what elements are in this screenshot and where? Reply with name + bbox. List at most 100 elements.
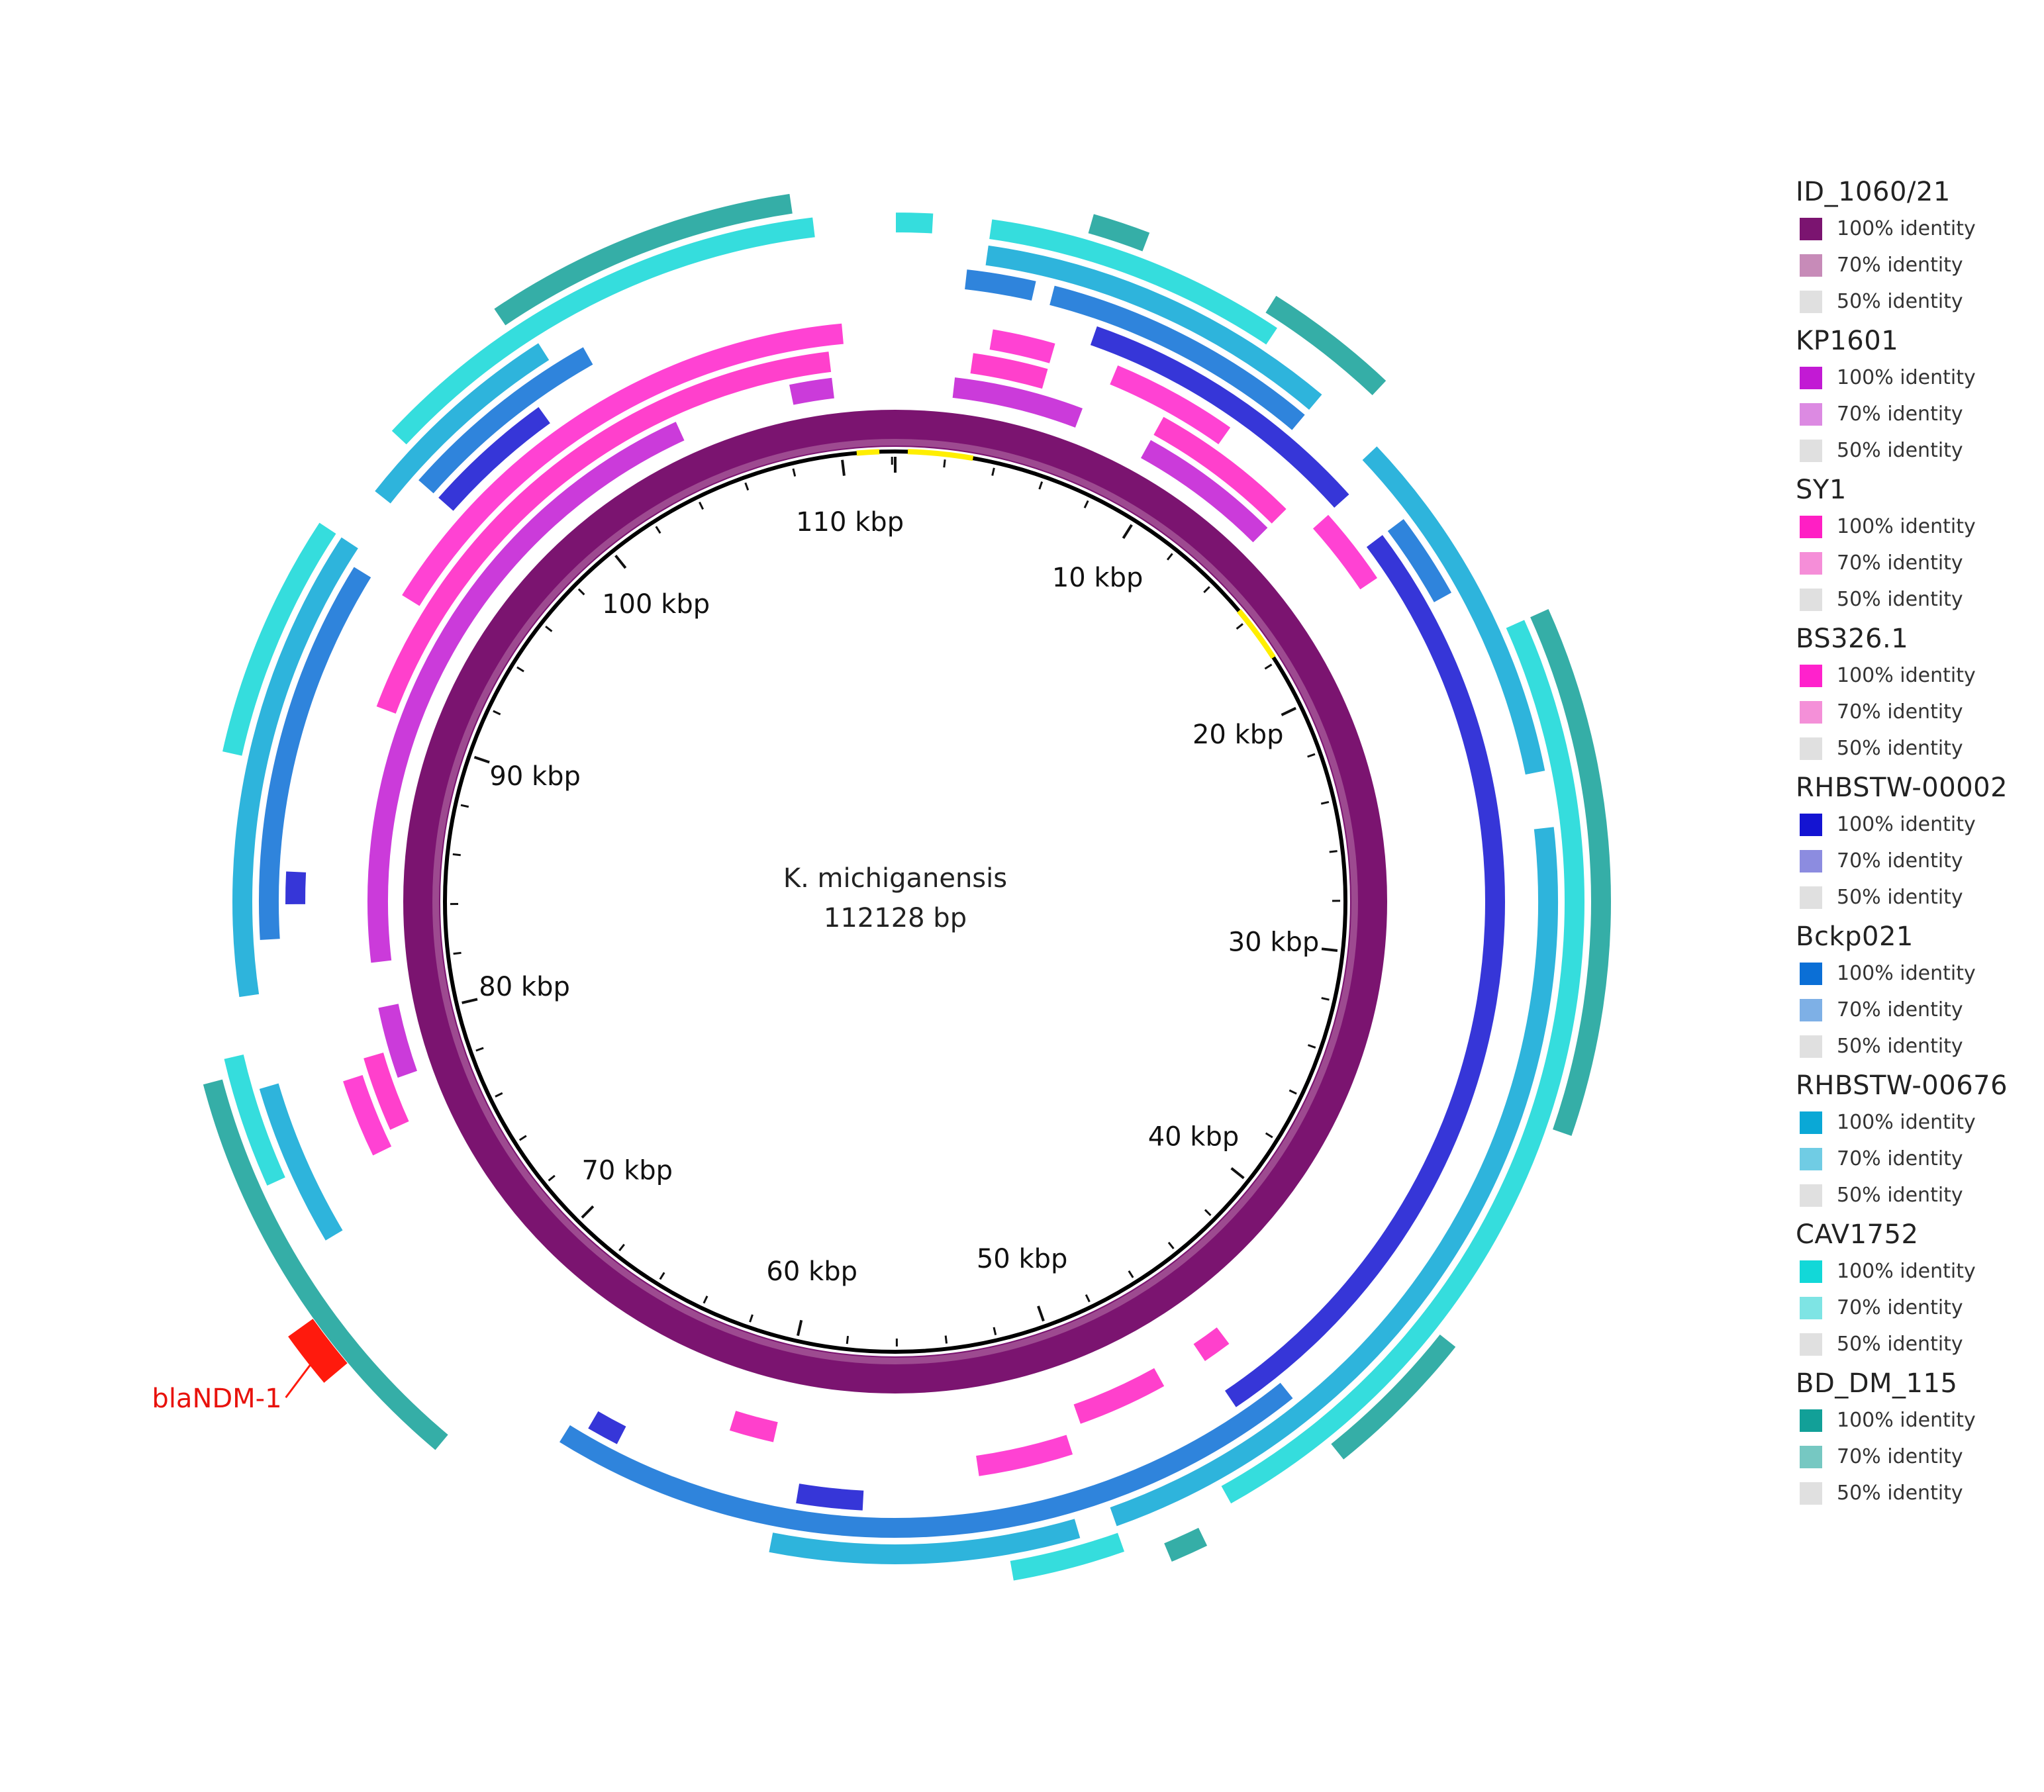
tick-mark bbox=[1204, 1209, 1212, 1216]
legend-label: 50% identity bbox=[1837, 439, 1963, 462]
legend-title: CAV1752 bbox=[1796, 1219, 1919, 1250]
ring-Bckp021 bbox=[258, 267, 1453, 1539]
legend-row: 50% identity bbox=[1796, 879, 2041, 916]
legend-label: 100% identity bbox=[1837, 1409, 1976, 1432]
legend-row: 50% identity bbox=[1796, 1028, 2041, 1064]
tick-mark bbox=[744, 482, 750, 491]
legend-label: 70% identity bbox=[1837, 402, 1963, 426]
ring-segment bbox=[400, 322, 846, 608]
tick-mark bbox=[1083, 500, 1089, 508]
ring-segment bbox=[895, 211, 935, 235]
ring-segment bbox=[492, 192, 795, 328]
ring-segment bbox=[222, 1053, 287, 1188]
tick-mark bbox=[1321, 997, 1330, 1001]
tick-mark bbox=[493, 710, 501, 716]
ring-segment bbox=[284, 870, 308, 906]
legend-label: 100% identity bbox=[1837, 962, 1976, 985]
legend-row: 50% identity bbox=[1796, 432, 2041, 469]
tick-mark bbox=[1321, 947, 1338, 952]
tick-mark bbox=[797, 1319, 803, 1337]
ring-segment bbox=[1311, 512, 1379, 592]
legend-label: 100% identity bbox=[1837, 366, 1976, 389]
tick-label: 80 kbp bbox=[479, 972, 570, 1002]
legend-row: 70% identity bbox=[1796, 843, 2041, 879]
legend-swatch bbox=[1800, 402, 1822, 426]
legend-row: 70% identity bbox=[1796, 396, 2041, 432]
legend-swatch bbox=[1800, 1333, 1822, 1356]
reference-name: K. michiganensis bbox=[783, 863, 1007, 894]
legend-row: 50% identity bbox=[1796, 283, 2041, 320]
tick-mark bbox=[460, 804, 469, 808]
tick-mark bbox=[581, 1205, 595, 1219]
ring-segment bbox=[1072, 1366, 1166, 1426]
ring-segment bbox=[389, 216, 816, 447]
ring-segment bbox=[373, 341, 551, 506]
tick-mark bbox=[1329, 850, 1338, 853]
legend-row: 100% identity bbox=[1796, 1104, 2041, 1141]
legend-row: 100% identity bbox=[1796, 1402, 2041, 1438]
ring-RHBSTW-00676 bbox=[231, 244, 1559, 1566]
ring-segment bbox=[1329, 1333, 1458, 1462]
tick-mark bbox=[473, 755, 490, 764]
legend-label: 70% identity bbox=[1837, 551, 1963, 575]
legend-swatch bbox=[1800, 254, 1822, 277]
gene-annotation: blaNDM-1 bbox=[152, 1319, 348, 1414]
tick-mark bbox=[1038, 481, 1044, 490]
legend-row: 50% identity bbox=[1796, 1177, 2041, 1213]
tick-mark bbox=[475, 1047, 484, 1052]
ring-segment bbox=[376, 1002, 419, 1080]
tick-mark bbox=[1166, 553, 1173, 561]
ring-segment bbox=[375, 350, 833, 716]
legend-swatch bbox=[1800, 813, 1822, 836]
legend-swatch bbox=[1800, 1260, 1822, 1283]
legend-group: SY1 100% identity 70% identity 50% identity bbox=[1796, 471, 2041, 618]
ring-segment bbox=[366, 420, 687, 965]
reference-backbone bbox=[403, 410, 1387, 1393]
tick-mark bbox=[1307, 1044, 1316, 1049]
ring-segment bbox=[1223, 533, 1506, 1409]
tick-label: 90 kbp bbox=[489, 761, 581, 792]
ring-segment bbox=[586, 1409, 628, 1446]
ring-BD-DM-115 bbox=[201, 192, 1612, 1564]
highlight-0 bbox=[856, 449, 880, 456]
ring-segment bbox=[963, 267, 1038, 303]
tick-mark bbox=[495, 1092, 503, 1098]
tick-mark bbox=[655, 526, 661, 534]
ring-segment bbox=[988, 328, 1057, 365]
legend-swatch bbox=[1800, 290, 1822, 313]
tick-label: 20 kbp bbox=[1192, 720, 1284, 750]
tick-mark bbox=[462, 998, 478, 1004]
legend-label: 50% identity bbox=[1837, 1035, 1963, 1058]
ring-segment bbox=[969, 352, 1049, 391]
ring-segment bbox=[974, 1433, 1075, 1478]
legend-label: 50% identity bbox=[1837, 588, 1963, 611]
tick-label: 60 kbp bbox=[766, 1256, 857, 1287]
ring-RHBSTW-00002 bbox=[284, 324, 1506, 1512]
legend-row: 100% identity bbox=[1796, 955, 2041, 992]
tick-mark bbox=[1236, 623, 1243, 630]
legend-title: BD_DM_115 bbox=[1796, 1368, 1958, 1399]
legend-swatch bbox=[1800, 366, 1822, 389]
tick-label: 70 kbp bbox=[581, 1155, 673, 1186]
tick-mark bbox=[1320, 800, 1330, 805]
tick-mark bbox=[548, 1174, 556, 1182]
legend-row: 70% identity bbox=[1796, 247, 2041, 283]
legend-swatch bbox=[1800, 1184, 1822, 1207]
legend-row: 100% identity bbox=[1796, 1253, 2041, 1290]
legend-group: Bckp021 100% identity 70% identity 50% iden… bbox=[1796, 918, 2041, 1064]
ring-segment bbox=[1360, 444, 1547, 777]
ring-segment bbox=[987, 218, 1279, 347]
legend-label: 50% identity bbox=[1837, 886, 1963, 909]
legend-label: 70% identity bbox=[1837, 1147, 1963, 1170]
tick-mark bbox=[545, 626, 553, 632]
tick-mark bbox=[659, 1272, 665, 1280]
legend-label: 70% identity bbox=[1837, 1296, 1963, 1319]
legend-swatch bbox=[1800, 1147, 1822, 1170]
ring-segment bbox=[767, 1517, 1082, 1566]
legend-row: 70% identity bbox=[1796, 545, 2041, 581]
tick-mark bbox=[516, 666, 524, 673]
legend-swatch bbox=[1800, 886, 1822, 909]
ring-segment bbox=[220, 520, 338, 758]
legend-label: 50% identity bbox=[1837, 1333, 1963, 1356]
legend-row: 70% identity bbox=[1796, 992, 2041, 1028]
